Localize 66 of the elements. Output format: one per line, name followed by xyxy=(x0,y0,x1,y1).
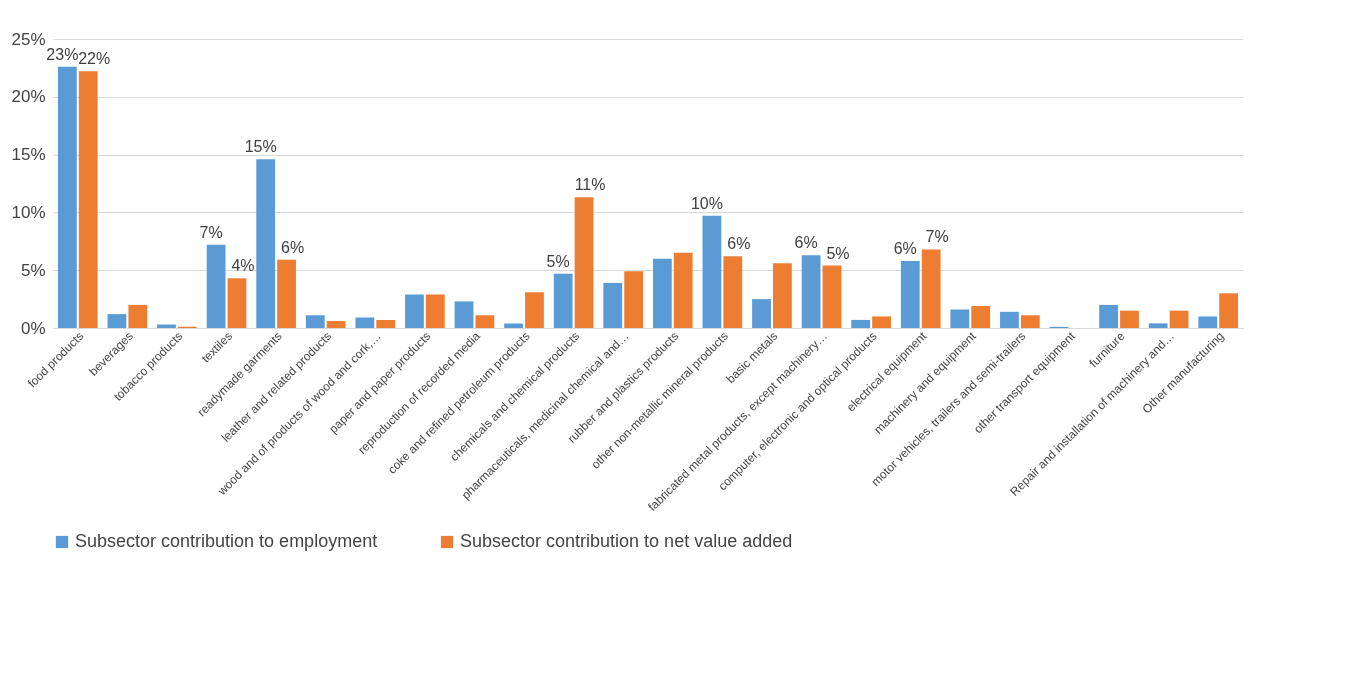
data-label: 11% xyxy=(574,176,606,194)
bar xyxy=(355,317,375,328)
bar xyxy=(1000,311,1019,328)
y-tick-label: 0% xyxy=(20,318,46,338)
data-label: 7% xyxy=(199,223,223,241)
bar xyxy=(1219,293,1239,328)
data-label: 6% xyxy=(794,234,818,252)
bar xyxy=(872,316,891,328)
bar xyxy=(1099,304,1118,328)
bar xyxy=(454,301,474,328)
bar xyxy=(277,259,296,328)
bar xyxy=(723,256,743,328)
bar xyxy=(1020,315,1040,328)
data-label: 6% xyxy=(893,239,917,257)
bar xyxy=(405,294,424,328)
bar xyxy=(574,197,594,328)
y-tick-label: 5% xyxy=(20,260,46,280)
bar xyxy=(475,315,495,328)
bar xyxy=(752,299,771,328)
bar xyxy=(1148,323,1168,328)
bar xyxy=(1169,310,1189,328)
bar xyxy=(921,249,941,328)
bar xyxy=(971,306,991,328)
data-label: 7% xyxy=(925,228,949,246)
bar xyxy=(227,278,247,328)
bar xyxy=(206,244,226,328)
data-label: 5% xyxy=(826,244,850,262)
bar xyxy=(603,282,623,328)
data-label: 10% xyxy=(690,194,723,212)
bar xyxy=(57,66,77,328)
bar xyxy=(107,314,127,328)
bar xyxy=(128,304,148,328)
bar xyxy=(525,292,544,328)
data-label: 5% xyxy=(546,252,570,270)
bar xyxy=(652,258,672,328)
bar xyxy=(822,265,842,328)
bar xyxy=(773,263,792,328)
bar xyxy=(624,271,644,328)
y-tick-label: 15% xyxy=(11,145,46,165)
data-label: 6% xyxy=(281,238,305,256)
bar xyxy=(702,215,722,328)
bar xyxy=(1198,316,1218,328)
bar xyxy=(1120,310,1139,328)
bar xyxy=(425,294,445,328)
y-tick-label: 25% xyxy=(11,29,46,49)
bar xyxy=(78,71,98,328)
data-label: 23% xyxy=(46,45,79,63)
bar xyxy=(326,321,346,328)
bar xyxy=(950,309,970,328)
bar xyxy=(553,273,573,328)
data-label: 15% xyxy=(244,138,277,156)
legend-label: Subsector contribution to employment xyxy=(75,531,378,551)
bar xyxy=(851,319,871,328)
data-label: 22% xyxy=(78,50,111,68)
data-label: 4% xyxy=(231,257,255,275)
bar xyxy=(256,159,276,328)
bar xyxy=(305,315,325,328)
bar xyxy=(900,260,920,328)
data-label: 6% xyxy=(727,235,751,253)
y-tick-label: 20% xyxy=(11,87,46,107)
bar xyxy=(504,323,523,328)
bar xyxy=(801,255,821,328)
y-tick-label: 10% xyxy=(11,202,46,222)
bar xyxy=(673,252,693,328)
legend-label: Subsector contribution to net value added xyxy=(460,531,793,551)
bar xyxy=(376,319,396,328)
